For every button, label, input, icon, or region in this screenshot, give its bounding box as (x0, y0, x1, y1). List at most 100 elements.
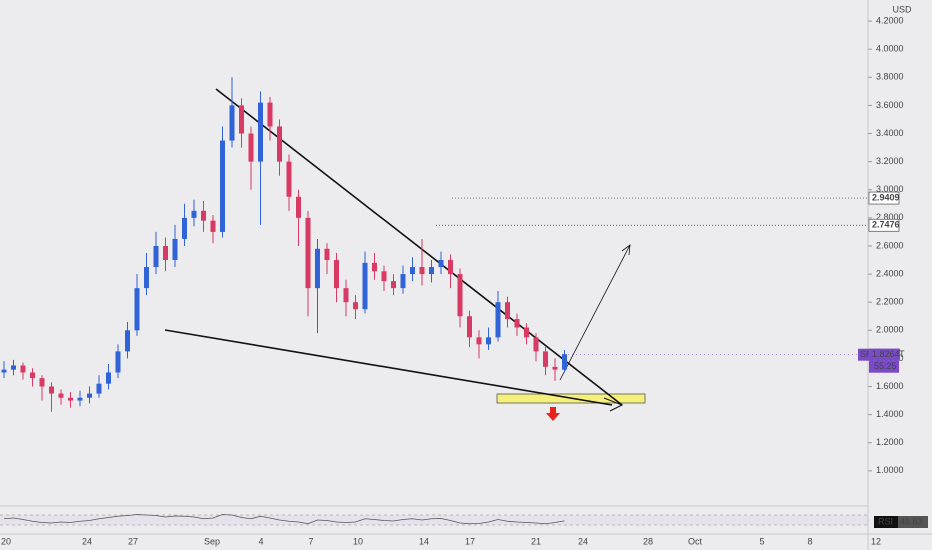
rsi-label-box (874, 516, 898, 528)
candle-body (1, 369, 7, 373)
x-tick-label: 21 (531, 536, 541, 546)
candle-body (39, 378, 45, 387)
candle-body (476, 337, 482, 345)
candle-body (324, 248, 330, 261)
x-tick-label: Sep (204, 536, 220, 546)
price-box (869, 348, 899, 361)
rsi-band-fill (0, 515, 868, 525)
candle-body (524, 327, 529, 338)
x-tick-label: 7 (308, 536, 313, 546)
candle-body (210, 220, 216, 232)
candle-body (96, 383, 102, 394)
candle-body (343, 288, 349, 303)
candle-body (277, 126, 282, 162)
candle-body (400, 274, 406, 289)
candle-body (20, 365, 26, 373)
candle-body (87, 393, 92, 398)
y-tick-label: 3.0000 (876, 184, 904, 194)
candle-body (419, 267, 425, 275)
currency: USD (892, 4, 912, 14)
x-tick-label: 12 (871, 536, 881, 546)
candle-body (58, 393, 64, 398)
candle-body (372, 262, 377, 272)
candle-body (353, 302, 358, 310)
y-tick-label: 1.0000 (876, 465, 904, 475)
y-tick-label: 1.4000 (876, 409, 904, 419)
x-tick-label: 5 (759, 536, 764, 546)
rsi-line (3, 514, 565, 525)
x-tick-label: 24 (82, 536, 92, 546)
candle-body (229, 105, 235, 141)
candle-body (144, 267, 149, 289)
candle-body (429, 267, 434, 275)
candle-body (258, 102, 263, 162)
candle-body (391, 281, 396, 289)
candle-body (448, 260, 453, 275)
last-price: 1.8264 (872, 349, 900, 359)
upper-trendline (215, 88, 623, 406)
candle-body (77, 397, 83, 401)
x-tick-label: 8 (807, 536, 812, 546)
candle-body (315, 248, 320, 289)
candle-body (334, 260, 339, 289)
candle-body (495, 302, 501, 338)
candle-body (182, 217, 187, 239)
y-tick-label: 3.4000 (876, 128, 904, 138)
y-tick-label: 2.8000 (876, 212, 904, 222)
target-arrow (559, 244, 631, 381)
candle-body (239, 105, 244, 134)
y-tick-label: 1.6000 (876, 381, 904, 391)
candle-body (30, 372, 35, 379)
candle-body (438, 260, 444, 268)
x-tick-label: 17 (465, 536, 475, 546)
level-label: 2.9409 (872, 192, 900, 202)
candle-body (562, 354, 567, 370)
x-tick-label: Oct (688, 536, 703, 546)
arrow-head (621, 244, 631, 256)
candle-body (115, 351, 121, 373)
y-tick-label: 2.0000 (876, 325, 904, 335)
candle-body (134, 288, 140, 331)
x-tick-label: 20 (1, 536, 11, 546)
candle-body (172, 238, 178, 261)
candle-body (220, 140, 225, 232)
candle-body (552, 366, 558, 370)
x-tick-label: 27 (128, 536, 138, 546)
candle-body (514, 319, 520, 328)
down-arrow (546, 407, 560, 421)
candle-body (533, 337, 539, 352)
rsi-value: 46.63 (900, 516, 923, 526)
candle-body (11, 365, 16, 370)
level-label: 2.7476 (872, 220, 900, 230)
lower-trendline (164, 329, 613, 406)
candle-body (125, 330, 130, 352)
candle-body (543, 351, 548, 367)
candle-body (106, 372, 111, 384)
candle-body (201, 210, 206, 221)
rsi-name: RSI (878, 516, 893, 526)
candle-body (362, 262, 368, 310)
x-tick-label: 24 (578, 536, 588, 546)
candle-body (467, 316, 472, 338)
candle-body (505, 302, 510, 320)
candle-body (286, 161, 292, 197)
candle-body (153, 245, 159, 268)
y-tick-label: 4.0000 (876, 44, 904, 54)
y-tick-label: 2.2000 (876, 297, 904, 307)
rsi-value-box (898, 516, 928, 528)
candle-body (163, 245, 168, 261)
arrow-head (603, 397, 624, 412)
x-tick-label: 4 (258, 536, 263, 546)
candle-body (457, 274, 463, 317)
candle-body (191, 210, 197, 218)
candle-body (486, 337, 491, 345)
candle-body (296, 196, 301, 218)
candle-body (305, 217, 311, 289)
candle-body (381, 271, 387, 282)
candle-body (49, 386, 54, 394)
countdown-box (869, 360, 899, 373)
candle-body (68, 397, 73, 401)
candle-body (267, 102, 273, 127)
y-tick-label: 3.6000 (876, 100, 904, 110)
